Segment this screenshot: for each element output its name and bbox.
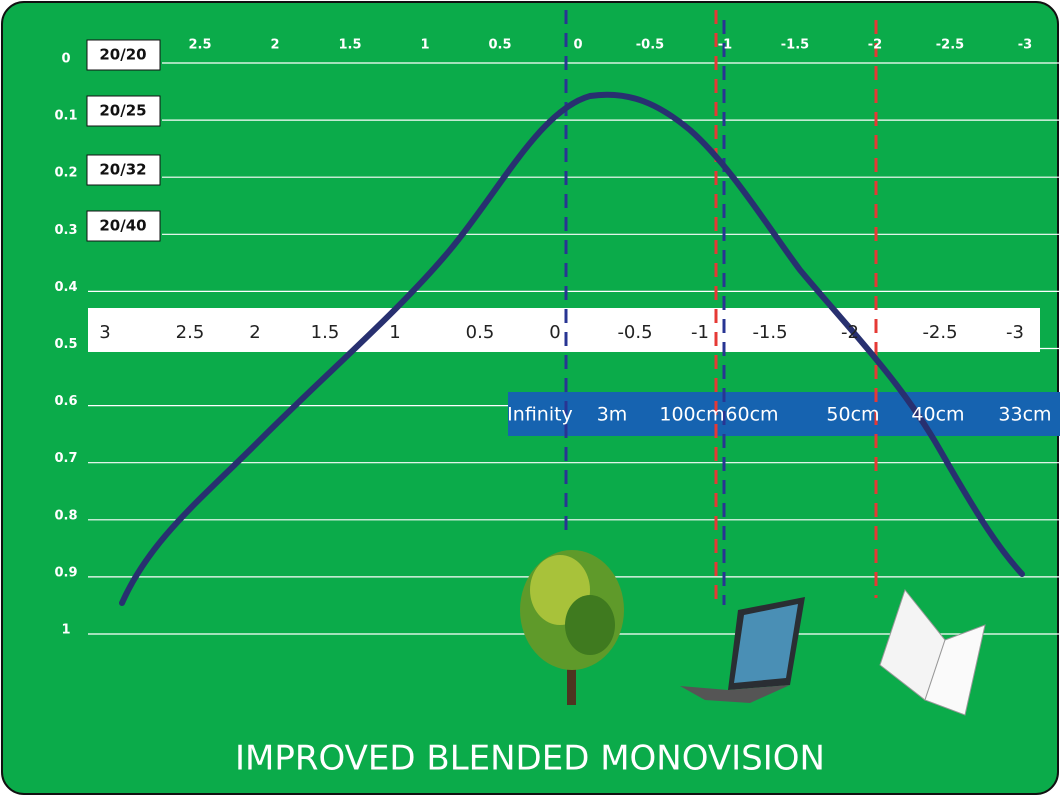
distance-label: 33cm [998, 404, 1051, 426]
top-scale-label: -1 [718, 38, 732, 53]
left-scale-label: 0.9 [54, 565, 77, 580]
diopter-label: -2.5 [922, 322, 957, 343]
distance-label: 50cm [826, 404, 879, 426]
top-scale-label: 2.5 [188, 38, 211, 53]
acuity-boxes [86, 39, 161, 242]
distance-label: 100cm [659, 404, 724, 426]
left-scale-label: 0.6 [54, 394, 77, 409]
top-scale-label: -2.5 [936, 38, 964, 53]
top-scale-label: -1.5 [781, 38, 809, 53]
diopter-label: 0.5 [466, 322, 495, 343]
diopter-label: 3 [99, 322, 110, 343]
top-scale-label: 1 [420, 38, 429, 53]
top-scale-label: 1.5 [338, 38, 361, 53]
top-scale-label: -3 [1018, 38, 1032, 53]
acuity-label: 20/25 [99, 102, 146, 120]
top-scale-label: 2 [270, 38, 279, 53]
laptop-icon [680, 597, 805, 703]
diopter-label: -3 [1006, 322, 1024, 343]
diopter-label: -1 [691, 322, 709, 343]
left-scale-label: 0.5 [54, 337, 77, 352]
top-scale-label: 0.5 [488, 38, 511, 53]
left-scale-label: 0.1 [54, 109, 77, 124]
distance-strip [508, 392, 1060, 436]
acuity-label: 20/32 [99, 161, 146, 179]
diopter-label: 0 [549, 322, 560, 343]
dashed-lines [564, 10, 878, 605]
tree-icon [520, 550, 624, 705]
diopter-label: 2 [249, 322, 260, 343]
acuity-label: 20/40 [99, 217, 146, 235]
distance-label: 3m [597, 404, 628, 426]
distance-label: 60cm [725, 404, 778, 426]
acuity-label: 20/20 [99, 46, 146, 64]
acuity-box [86, 210, 161, 242]
diopter-label: 1 [389, 322, 400, 343]
diopter-label: -1.5 [752, 322, 787, 343]
acuity-box [86, 95, 161, 127]
left-scale-label: 0.8 [54, 508, 77, 523]
title: IMPROVED BLENDED MONOVISION [235, 739, 825, 779]
diopter-label: -2 [841, 322, 859, 343]
diopter-label: 1.5 [311, 322, 340, 343]
distance-label: Infinity [507, 404, 573, 426]
acuity-box [86, 154, 161, 186]
book-icon [879, 588, 986, 716]
left-scale-label: 0.7 [54, 451, 77, 466]
top-scale-label: 0 [573, 38, 582, 53]
left-scale-label: 1 [61, 623, 70, 638]
diopter-strip [88, 308, 1040, 352]
top-scale-label: -2 [868, 38, 882, 53]
distance-label: 40cm [911, 404, 964, 426]
acuity-box [86, 39, 161, 71]
left-scale-label: 0 [61, 52, 70, 67]
diopter-label: -0.5 [617, 322, 652, 343]
defocus-curve [119, 91, 1025, 606]
left-scale-label: 0.4 [54, 280, 77, 295]
left-scale-label: 0.2 [54, 166, 77, 181]
left-scale-label: 0.3 [54, 223, 77, 238]
top-scale-label: -0.5 [636, 38, 664, 53]
diopter-label: 2.5 [176, 322, 205, 343]
